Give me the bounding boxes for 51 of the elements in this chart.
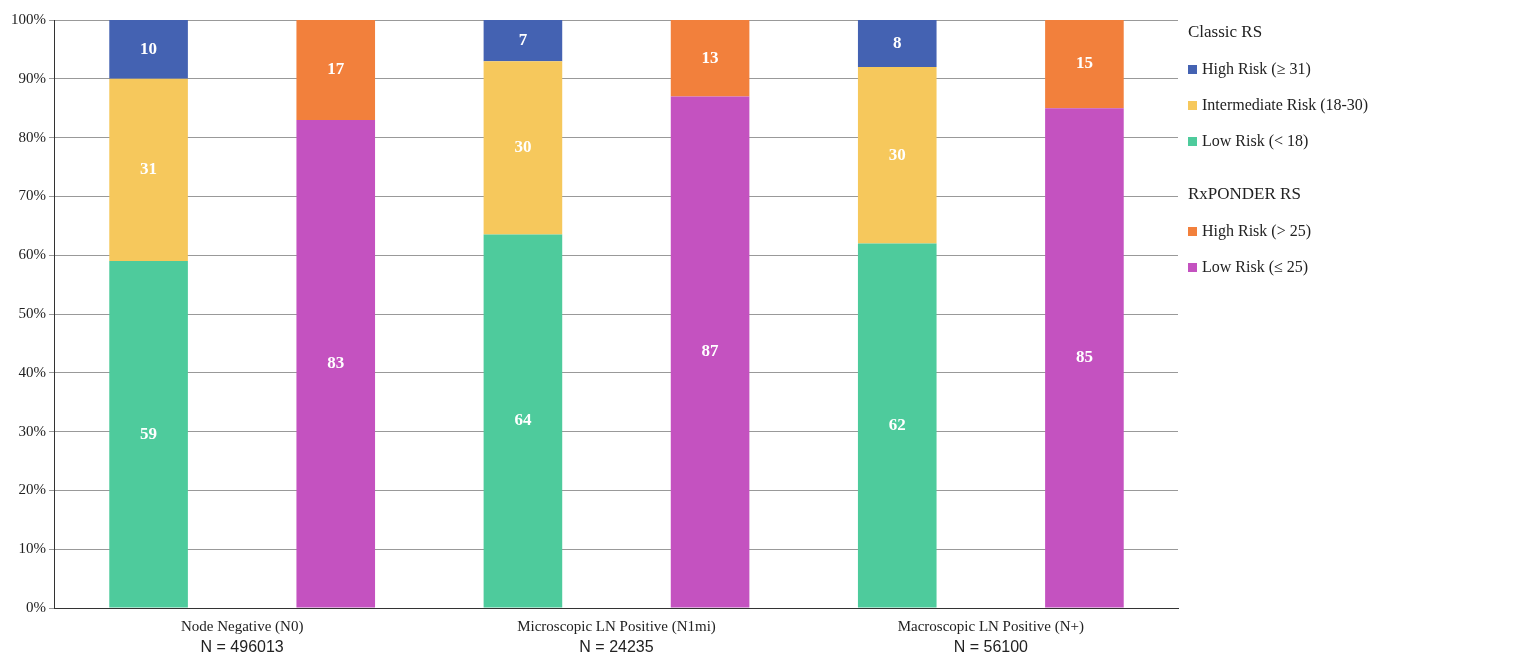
data-label: 85 [1075, 347, 1093, 367]
bar [483, 20, 563, 62]
data-label: 87 [701, 341, 720, 361]
data-label: 8 [893, 32, 902, 52]
bar [109, 20, 188, 79]
bar [857, 243, 937, 608]
data-label: 17 [327, 59, 345, 79]
y-tick-label: 30% [18, 422, 46, 439]
y-tick-label: 50% [18, 304, 46, 321]
legend-label: High Risk (> 25) [1202, 222, 1312, 240]
data-label: 59 [140, 423, 158, 443]
data-label: 30 [888, 144, 906, 164]
legend-label: High Risk (≥ 31) [1202, 60, 1311, 78]
bar [483, 234, 563, 608]
x-tick-label: Macroscopic LN Positive (N+) N = 56100 [897, 618, 1084, 656]
data-label: 30 [514, 137, 532, 157]
legend-label: Low Risk (≤ 25) [1202, 258, 1309, 276]
bar [109, 78, 188, 262]
y-tick-label: 10% [18, 540, 46, 557]
data-label: 83 [327, 353, 345, 373]
text: Classic RS [1188, 22, 1263, 41]
x-tick-label: Microscopic LN Positive (N1mi) N = 24235 [517, 618, 716, 656]
y-tick-label: 40% [18, 363, 46, 380]
legend-label: Low Risk (< 18) [1202, 132, 1309, 150]
text: RxPONDER RS [1188, 184, 1301, 203]
data-label: 64 [514, 410, 532, 430]
data-label: 31 [140, 159, 158, 179]
bar [1045, 20, 1124, 109]
y-tick-label: 0% [26, 598, 46, 615]
bar [296, 119, 376, 608]
x-tick-label: Node Negative (N0) N = 496013 [180, 618, 304, 656]
data-label: 15 [1075, 53, 1093, 73]
bar [109, 261, 188, 608]
data-label: 62 [888, 414, 906, 434]
data-label: 13 [701, 47, 719, 67]
bar [670, 20, 750, 97]
y-tick-label: 60% [18, 246, 46, 263]
bar [1045, 108, 1124, 608]
legend-label: Intermediate Risk (18-30) [1202, 96, 1369, 114]
y-tick-label: 90% [18, 69, 46, 86]
bar [857, 20, 937, 68]
data-label: 10 [140, 38, 158, 58]
y-tick-label: 70% [18, 187, 46, 204]
bar [483, 61, 563, 235]
bar [670, 96, 750, 608]
bar [296, 20, 376, 120]
data-label: 7 [518, 29, 528, 49]
y-tick-label: 80% [18, 128, 46, 145]
bar [857, 67, 937, 244]
y-tick-label: 20% [18, 481, 46, 498]
y-tick-label: 100% [11, 10, 46, 27]
